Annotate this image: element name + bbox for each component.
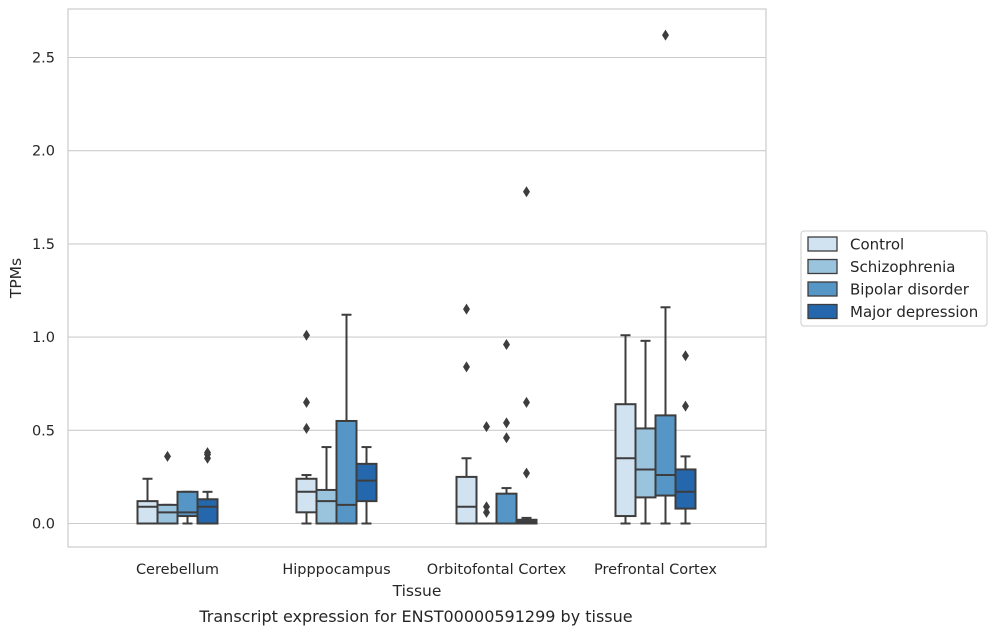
outlier-point [682, 400, 689, 412]
y-tick-label: 1.0 [32, 330, 55, 346]
outlier-point [483, 501, 490, 513]
outlier-point [523, 396, 530, 408]
outlier-point [204, 447, 211, 459]
legend-label: Control [850, 236, 904, 254]
outlier-point [503, 339, 510, 351]
box-iqr [295, 477, 318, 514]
outlier-point [303, 329, 310, 341]
legend-items: Control Schizophrenia Bipolar disorder Majo… [807, 236, 978, 321]
outlier-point [463, 361, 470, 373]
box-iqr [315, 488, 338, 525]
box-group [355, 446, 378, 525]
box-iqr [335, 419, 358, 525]
legend-swatch [807, 281, 838, 297]
x-tick-label: Orbitofontal Cortex [427, 562, 567, 578]
outlier-point [303, 422, 310, 434]
legend: Control Schizophrenia Bipolar disorder Majo… [800, 230, 988, 327]
box-iqr [674, 468, 697, 510]
y-tick-label: 1.5 [32, 237, 55, 253]
y-tick-label: 2.5 [32, 51, 55, 67]
box-group [475, 421, 498, 525]
box-group [614, 334, 637, 525]
outlier-point [483, 421, 490, 433]
legend-label: Schizophrenia [850, 258, 955, 276]
box-iqr [156, 503, 179, 525]
box-iqr [196, 498, 219, 525]
chart-caption: Transcript expression for ENST0000059129… [198, 607, 632, 626]
outlier-point [503, 432, 510, 444]
y-tick-label: 0.5 [32, 423, 55, 439]
box-group [515, 186, 538, 525]
box-group [295, 329, 318, 525]
legend-swatch [807, 258, 838, 275]
outlier-point [662, 29, 669, 41]
box-iqr [614, 403, 637, 518]
box-marks [136, 29, 697, 525]
box-group [315, 446, 338, 525]
plot-frame [67, 8, 767, 548]
y-axis-title: TPMs [7, 258, 25, 299]
outlier-point [523, 467, 530, 479]
x-tick-label: Prefrontal Cortex [594, 562, 717, 578]
box-iqr [455, 475, 478, 525]
box-group [335, 313, 358, 525]
y-tick-label: 2.0 [32, 144, 55, 160]
box-group [136, 477, 159, 525]
box-group [156, 450, 179, 525]
x-axis-ticks: Cerebellum Hipppocampus Orbitofontal Corte… [136, 562, 717, 578]
box-group [654, 29, 677, 525]
box-iqr [654, 414, 677, 497]
x-tick-label: Cerebellum [136, 562, 219, 578]
outlier-point [682, 350, 689, 362]
legend-label: Major depression [850, 303, 978, 321]
box-iqr [136, 500, 159, 525]
legend-label: Bipolar disorder [850, 281, 970, 299]
outlier-point [164, 450, 171, 462]
box-iqr [495, 492, 518, 525]
outlier-point [523, 186, 530, 198]
box-group [176, 490, 199, 525]
box-group [495, 339, 518, 525]
box-group [455, 303, 478, 525]
y-axis-ticks: 0.0 0.5 1.0 1.5 2.0 2.5 [32, 51, 55, 533]
outlier-point [303, 396, 310, 408]
box-group [196, 447, 219, 525]
outlier-point [463, 303, 470, 315]
x-axis-title: Tissue [392, 582, 442, 600]
x-tick-label: Hipppocampus [282, 562, 390, 578]
box-group [674, 350, 697, 525]
box-group [634, 339, 657, 525]
legend-swatch [807, 236, 838, 252]
outlier-point [503, 417, 510, 429]
y-tick-label: 0.0 [32, 517, 55, 533]
legend-swatch [807, 303, 838, 320]
outlier-point [483, 506, 490, 518]
legend-frame [800, 230, 988, 327]
box-iqr [355, 462, 378, 503]
box-iqr [634, 427, 657, 499]
